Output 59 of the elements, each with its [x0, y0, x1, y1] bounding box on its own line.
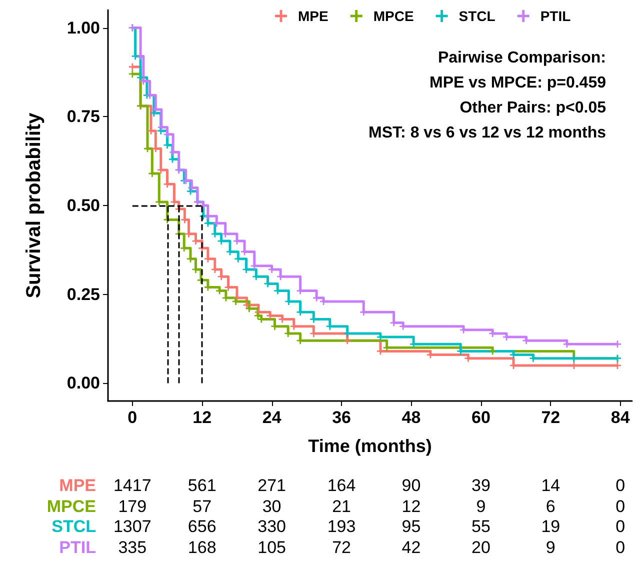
- text: 19: [541, 517, 560, 537]
- text: 30: [262, 496, 282, 516]
- y-tick-label: 0.75: [66, 107, 100, 126]
- annotation: MPE vs MPCE: p=0.459: [429, 74, 606, 92]
- x-tick-label: 0: [128, 408, 138, 427]
- x-tick-label: 84: [610, 408, 630, 427]
- text: 0: [616, 476, 626, 496]
- text: 12: [402, 496, 421, 516]
- x-tick-label: 48: [402, 408, 421, 427]
- y-axis-title: Survival probability: [23, 112, 45, 298]
- x-tick-label: 72: [541, 408, 560, 427]
- text: 193: [327, 517, 356, 537]
- category-label: STCL: [52, 517, 96, 537]
- x-tick-label: 24: [262, 408, 282, 427]
- text: 164: [327, 476, 356, 496]
- y-tick-label: 0.00: [66, 374, 100, 393]
- legend-label: MPE: [298, 8, 328, 24]
- x-tick-label: 36: [332, 408, 351, 427]
- x-tick-label: 60: [471, 408, 490, 427]
- text: 90: [402, 476, 421, 496]
- y-tick-label: 0.25: [66, 284, 100, 304]
- text: 20: [471, 538, 490, 558]
- text: 271: [258, 476, 286, 496]
- annotation: MST: 8 vs 6 vs 12 vs 12 months: [368, 124, 606, 142]
- text: 9: [546, 538, 556, 558]
- text: 105: [258, 538, 286, 558]
- text: 656: [188, 517, 216, 537]
- annotation: Pairwise Comparison:: [438, 50, 606, 66]
- category-label: MPCE: [46, 496, 96, 516]
- text: 0: [616, 517, 626, 537]
- text: 1307: [113, 517, 152, 537]
- text: 6: [546, 496, 556, 516]
- x-tick-label: 12: [192, 408, 212, 427]
- text: 335: [118, 538, 147, 558]
- text: 0: [616, 496, 626, 516]
- text: 9: [476, 496, 486, 516]
- text: 57: [192, 496, 212, 516]
- text: 1417: [113, 476, 152, 496]
- text: 95: [402, 517, 421, 537]
- text: 168: [188, 538, 216, 558]
- text: 72: [332, 538, 351, 558]
- legend-label: MPCE: [373, 8, 414, 24]
- y-tick-label: 1.00: [66, 18, 100, 38]
- annotation: Other Pairs: p<0.05: [460, 100, 606, 116]
- text: 21: [332, 496, 351, 516]
- category-label: PTIL: [59, 538, 96, 558]
- text: 14: [541, 476, 560, 496]
- legend-label: PTIL: [540, 8, 572, 24]
- category-label: MPE: [59, 476, 96, 496]
- text: 42: [402, 538, 421, 558]
- text: 39: [471, 476, 490, 496]
- legend-label: STCL: [458, 8, 496, 24]
- text: 179: [118, 496, 147, 516]
- text: 561: [188, 476, 216, 496]
- text: 0: [616, 538, 626, 558]
- text: 55: [471, 517, 490, 537]
- x-axis-title: Time (months): [308, 436, 432, 456]
- text: 330: [258, 517, 286, 537]
- y-tick-label: 0.50: [66, 196, 100, 215]
